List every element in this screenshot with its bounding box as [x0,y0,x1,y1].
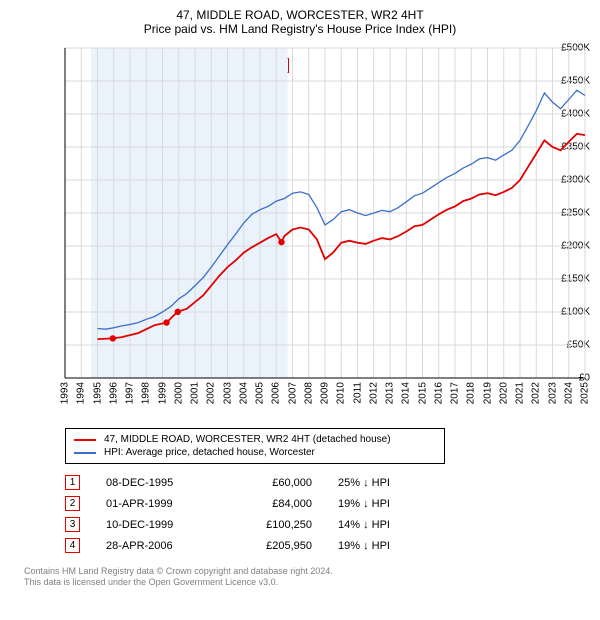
table-delta: 14% ↓ HPI [338,519,428,531]
legend: 47, MIDDLE ROAD, WORCESTER, WR2 4HT (det… [65,428,445,464]
legend-swatch [74,439,96,441]
table-price: £60,000 [232,477,312,489]
legend-swatch [74,452,96,454]
table-row: 1 08-DEC-1995 £60,000 25% ↓ HPI [65,472,590,493]
table-marker-num: 1 [65,475,80,490]
table-price: £205,950 [232,540,312,552]
table-row: 3 10-DEC-1999 £100,250 14% ↓ HPI [65,514,590,535]
table-date: 28-APR-2006 [106,540,206,552]
legend-item: HPI: Average price, detached house, Worc… [74,446,436,459]
footer-line: This data is licensed under the Open Gov… [24,577,590,588]
footer-line: Contains HM Land Registry data © Crown c… [24,566,590,577]
table-delta: 19% ↓ HPI [338,540,428,552]
table-date: 08-DEC-1995 [106,477,206,489]
legend-item: 47, MIDDLE ROAD, WORCESTER, WR2 4HT (det… [74,433,436,446]
table-marker-num: 2 [65,496,80,511]
legend-label: 47, MIDDLE ROAD, WORCESTER, WR2 4HT (det… [104,434,391,445]
table-price: £100,250 [232,519,312,531]
table-date: 10-DEC-1999 [106,519,206,531]
sales-table: 1 08-DEC-1995 £60,000 25% ↓ HPI 2 01-APR-1999… [65,472,590,556]
table-delta: 25% ↓ HPI [338,477,428,489]
table-date: 01-APR-1999 [106,498,206,510]
table-marker-num: 3 [65,517,80,532]
table-marker-num: 4 [65,538,80,553]
table-row: 4 28-APR-2006 £205,950 19% ↓ HPI [65,535,590,556]
title-line-2: Price paid vs. HM Land Registry's House … [10,22,590,36]
footer: Contains HM Land Registry data © Crown c… [24,566,590,589]
title-line-1: 47, MIDDLE ROAD, WORCESTER, WR2 4HT [10,8,590,22]
chart-container: 47, MIDDLE ROAD, WORCESTER, WR2 4HT Pric… [0,0,600,620]
table-price: £84,000 [232,498,312,510]
table-row: 2 01-APR-1999 £84,000 19% ↓ HPI [65,493,590,514]
chart-area: £0£50K£100K£150K£200K£250K£300K£350K£400… [10,42,590,422]
legend-label: HPI: Average price, detached house, Worc… [104,447,315,458]
chart-svg [10,42,590,422]
table-delta: 19% ↓ HPI [338,498,428,510]
